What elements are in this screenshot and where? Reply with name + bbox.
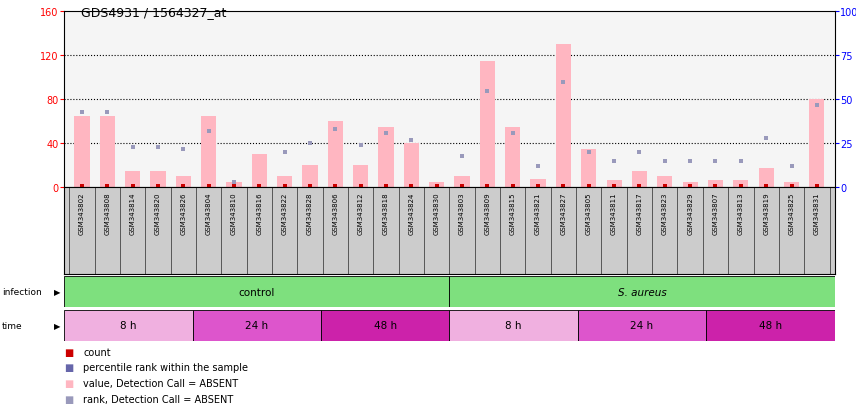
Bar — [277, 177, 292, 188]
Bar — [201, 116, 217, 188]
Text: control: control — [239, 287, 275, 297]
Text: GSM343821: GSM343821 — [535, 192, 541, 235]
Text: GSM343822: GSM343822 — [282, 192, 288, 235]
Bar — [328, 122, 343, 188]
Text: GSM343826: GSM343826 — [181, 192, 187, 235]
Text: GSM343805: GSM343805 — [586, 192, 591, 235]
Bar — [449, 277, 835, 308]
Text: GSM343807: GSM343807 — [712, 192, 718, 235]
Text: ■: ■ — [64, 363, 74, 373]
Text: 8 h: 8 h — [120, 320, 137, 330]
Bar — [449, 310, 578, 341]
Bar — [99, 116, 115, 188]
Text: GDS4931 / 1564327_at: GDS4931 / 1564327_at — [81, 6, 227, 19]
Text: GSM343819: GSM343819 — [764, 192, 770, 235]
Bar — [657, 177, 673, 188]
Bar — [708, 180, 723, 188]
Bar — [682, 183, 698, 188]
Text: GSM343828: GSM343828 — [307, 192, 313, 235]
Text: ▶: ▶ — [54, 288, 61, 297]
Bar — [706, 310, 835, 341]
Bar — [531, 179, 545, 188]
Text: GSM343824: GSM343824 — [408, 192, 414, 235]
Text: GSM343829: GSM343829 — [687, 192, 693, 235]
Text: GSM343816: GSM343816 — [256, 192, 262, 235]
Text: GSM343804: GSM343804 — [205, 192, 211, 235]
Text: GSM343806: GSM343806 — [332, 192, 338, 235]
Bar — [193, 310, 321, 341]
Bar — [321, 310, 449, 341]
Text: rank, Detection Call = ABSENT: rank, Detection Call = ABSENT — [83, 394, 234, 404]
Text: percentile rank within the sample: percentile rank within the sample — [83, 363, 248, 373]
Bar — [429, 183, 444, 188]
Text: GSM343802: GSM343802 — [79, 192, 85, 235]
Bar — [74, 116, 90, 188]
Bar — [480, 62, 495, 188]
Bar — [734, 180, 748, 188]
Bar — [64, 310, 193, 341]
Text: GSM343823: GSM343823 — [662, 192, 668, 235]
Text: GSM343809: GSM343809 — [484, 192, 490, 235]
Text: 24 h: 24 h — [630, 320, 654, 330]
Text: time: time — [2, 321, 22, 330]
Text: GSM343814: GSM343814 — [129, 192, 135, 235]
Text: GSM343813: GSM343813 — [738, 192, 744, 235]
Bar — [505, 128, 520, 188]
Text: GSM343817: GSM343817 — [637, 192, 643, 235]
Bar — [809, 100, 824, 188]
Bar — [151, 171, 165, 188]
Bar — [125, 171, 140, 188]
Text: 48 h: 48 h — [758, 320, 782, 330]
Bar — [404, 144, 419, 188]
Text: GSM343810: GSM343810 — [231, 192, 237, 235]
Text: GSM343811: GSM343811 — [611, 192, 617, 235]
Bar — [64, 277, 449, 308]
Bar — [556, 45, 571, 188]
Bar — [578, 310, 706, 341]
Text: GSM343812: GSM343812 — [358, 192, 364, 235]
Text: ■: ■ — [64, 394, 74, 404]
Bar — [175, 177, 191, 188]
Text: GSM343808: GSM343808 — [104, 192, 110, 235]
Text: ▶: ▶ — [54, 321, 61, 330]
Bar — [581, 150, 597, 188]
Text: 8 h: 8 h — [505, 320, 522, 330]
Bar — [302, 166, 318, 188]
Bar — [226, 183, 241, 188]
Text: count: count — [83, 347, 110, 357]
Text: GSM343803: GSM343803 — [459, 192, 465, 235]
Bar — [758, 168, 774, 188]
Bar — [607, 180, 621, 188]
Text: S. aureus: S. aureus — [618, 287, 666, 297]
Text: GSM343820: GSM343820 — [155, 192, 161, 235]
Text: GSM343827: GSM343827 — [561, 192, 567, 235]
Text: ■: ■ — [64, 347, 74, 357]
Bar — [632, 171, 647, 188]
Bar — [353, 166, 368, 188]
Bar — [784, 183, 800, 188]
Bar — [378, 128, 394, 188]
Bar — [455, 177, 470, 188]
Text: GSM343815: GSM343815 — [510, 192, 516, 235]
Text: infection: infection — [2, 288, 41, 297]
Text: GSM343818: GSM343818 — [383, 192, 389, 235]
Text: GSM343830: GSM343830 — [434, 192, 440, 235]
Bar — [252, 155, 267, 188]
Text: GSM343825: GSM343825 — [788, 192, 794, 235]
Text: GSM343831: GSM343831 — [814, 192, 820, 235]
Text: value, Detection Call = ABSENT: value, Detection Call = ABSENT — [83, 378, 238, 388]
Text: 24 h: 24 h — [245, 320, 269, 330]
Text: 48 h: 48 h — [373, 320, 397, 330]
Text: ■: ■ — [64, 378, 74, 388]
